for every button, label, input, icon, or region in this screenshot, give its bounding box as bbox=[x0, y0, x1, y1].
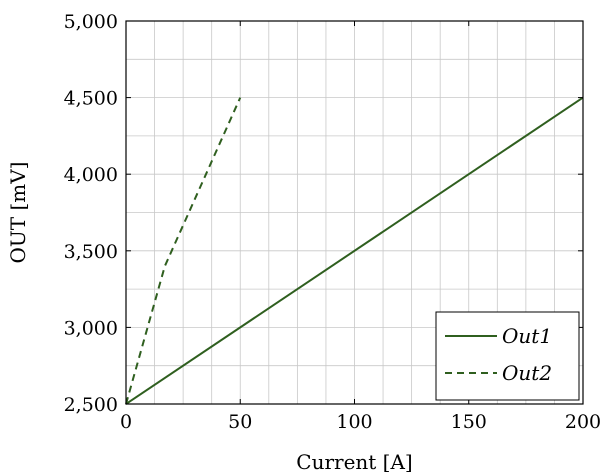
legend-label-out2: Out2 bbox=[502, 361, 552, 385]
legend-label-out1: Out1 bbox=[502, 324, 552, 348]
series-line-out2 bbox=[125, 97, 242, 405]
y-tick-label: 2,500 bbox=[64, 394, 118, 416]
axis-ticks: 0 50 100 150 200 2,500 3,000 3,500 4,000 4,500 5,0… bbox=[64, 11, 602, 433]
y-tick-label: 3,000 bbox=[64, 317, 118, 339]
x-tick-label: 100 bbox=[336, 411, 372, 433]
x-tick-label: 200 bbox=[565, 411, 601, 433]
x-tick-label: 0 bbox=[120, 411, 132, 433]
y-tick-label: 3,500 bbox=[64, 241, 118, 263]
series-line-out1 bbox=[125, 96, 584, 405]
x-tick-label: 150 bbox=[451, 411, 487, 433]
legend-box bbox=[435, 311, 580, 401]
y-tick-label: 4,500 bbox=[64, 88, 118, 110]
x-tick-label: 50 bbox=[228, 411, 252, 433]
y-tick-label: 5,000 bbox=[64, 11, 118, 33]
series-layer bbox=[125, 96, 584, 405]
legend: Out1 Out2 bbox=[435, 311, 580, 401]
y-tick-label: 4,000 bbox=[64, 164, 118, 186]
y-axis-label: OUT [mV] bbox=[6, 162, 30, 264]
x-axis-label: Current [A] bbox=[296, 450, 412, 474]
